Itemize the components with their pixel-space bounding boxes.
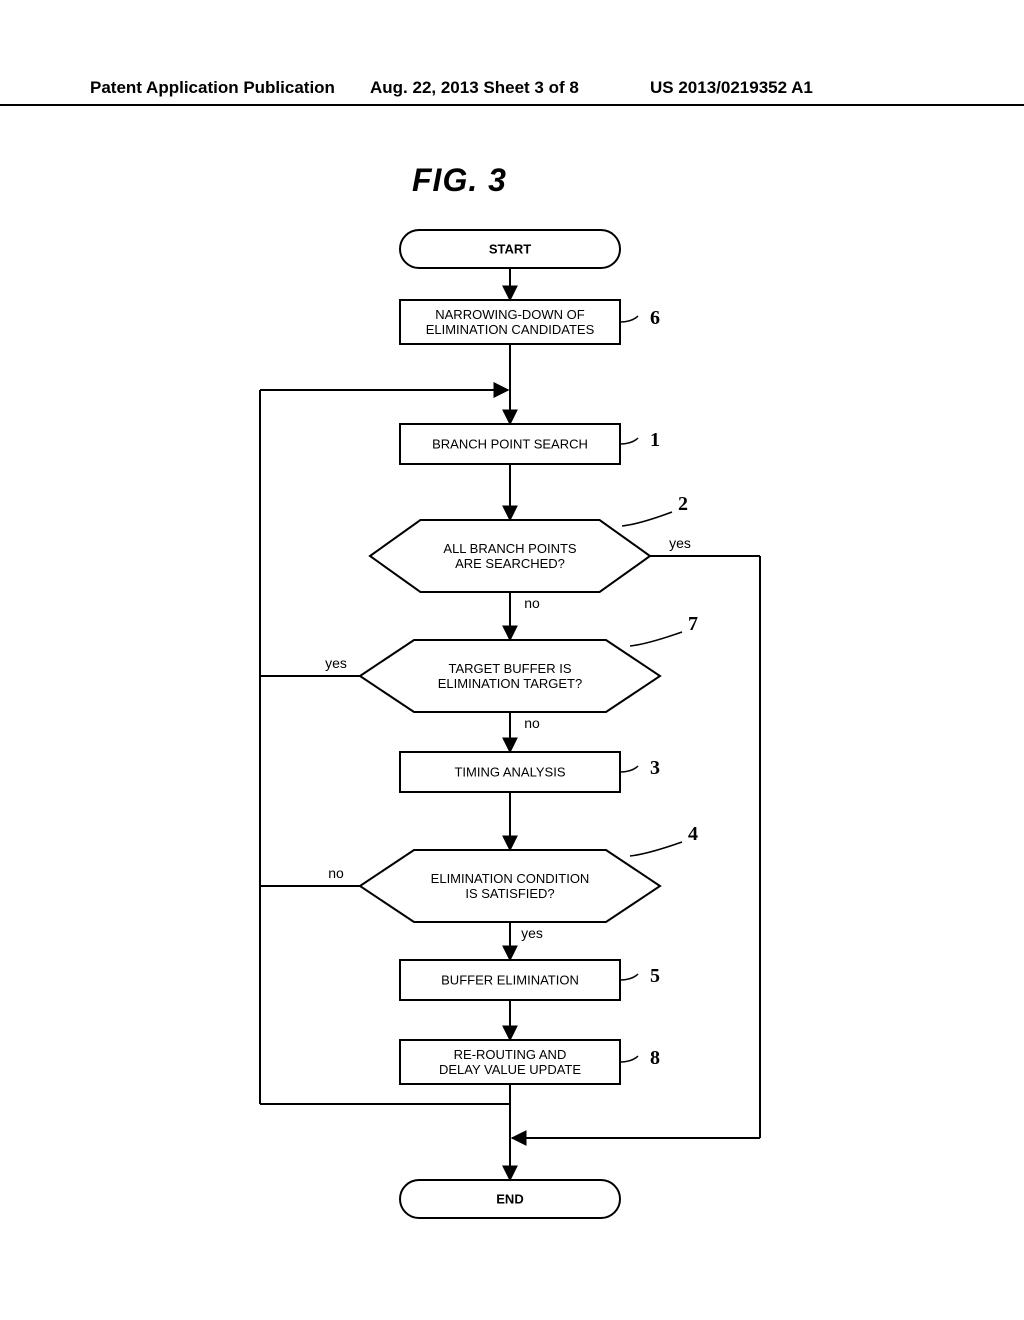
svg-text:no: no [524,715,540,731]
svg-text:5: 5 [650,965,660,987]
svg-text:BRANCH POINT SEARCH: BRANCH POINT SEARCH [432,437,588,452]
svg-text:2: 2 [678,493,688,515]
flowchart: START NARROWING-DOWN OFELIMINATION CANDID… [200,200,820,1240]
svg-text:NARROWING-DOWN OF: NARROWING-DOWN OF [435,307,585,322]
svg-text:TIMING ANALYSIS: TIMING ANALYSIS [454,765,565,780]
svg-text:yes: yes [325,655,347,671]
header-mid: Aug. 22, 2013 Sheet 3 of 8 [370,78,650,98]
svg-text:END: END [496,1192,523,1207]
svg-text:IS SATISFIED?: IS SATISFIED? [465,886,554,901]
svg-text:1: 1 [650,429,660,451]
figure-title: FIG. 3 [412,162,507,199]
svg-text:ELIMINATION CANDIDATES: ELIMINATION CANDIDATES [426,322,595,337]
svg-text:yes: yes [669,535,691,551]
svg-text:TARGET BUFFER IS: TARGET BUFFER IS [448,661,571,676]
svg-text:yes: yes [521,925,543,941]
page: Patent Application Publication Aug. 22, … [0,0,1024,1320]
svg-text:START: START [489,242,531,257]
svg-text:RE-ROUTING AND: RE-ROUTING AND [454,1047,567,1062]
svg-text:ARE SEARCHED?: ARE SEARCHED? [455,556,565,571]
svg-text:8: 8 [650,1047,660,1069]
svg-text:3: 3 [650,757,660,779]
svg-text:ALL BRANCH POINTS: ALL BRANCH POINTS [443,541,576,556]
header-right: US 2013/0219352 A1 [650,78,813,98]
svg-text:7: 7 [688,613,698,635]
patent-header: Patent Application Publication Aug. 22, … [0,78,1024,106]
header-left: Patent Application Publication [90,78,370,98]
svg-text:ELIMINATION CONDITION: ELIMINATION CONDITION [431,871,590,886]
svg-text:ELIMINATION TARGET?: ELIMINATION TARGET? [438,676,582,691]
svg-text:no: no [328,865,344,881]
svg-text:DELAY VALUE UPDATE: DELAY VALUE UPDATE [439,1062,581,1077]
svg-text:6: 6 [650,307,660,329]
svg-text:no: no [524,595,540,611]
svg-text:BUFFER ELIMINATION: BUFFER ELIMINATION [441,973,579,988]
svg-text:4: 4 [688,823,698,845]
